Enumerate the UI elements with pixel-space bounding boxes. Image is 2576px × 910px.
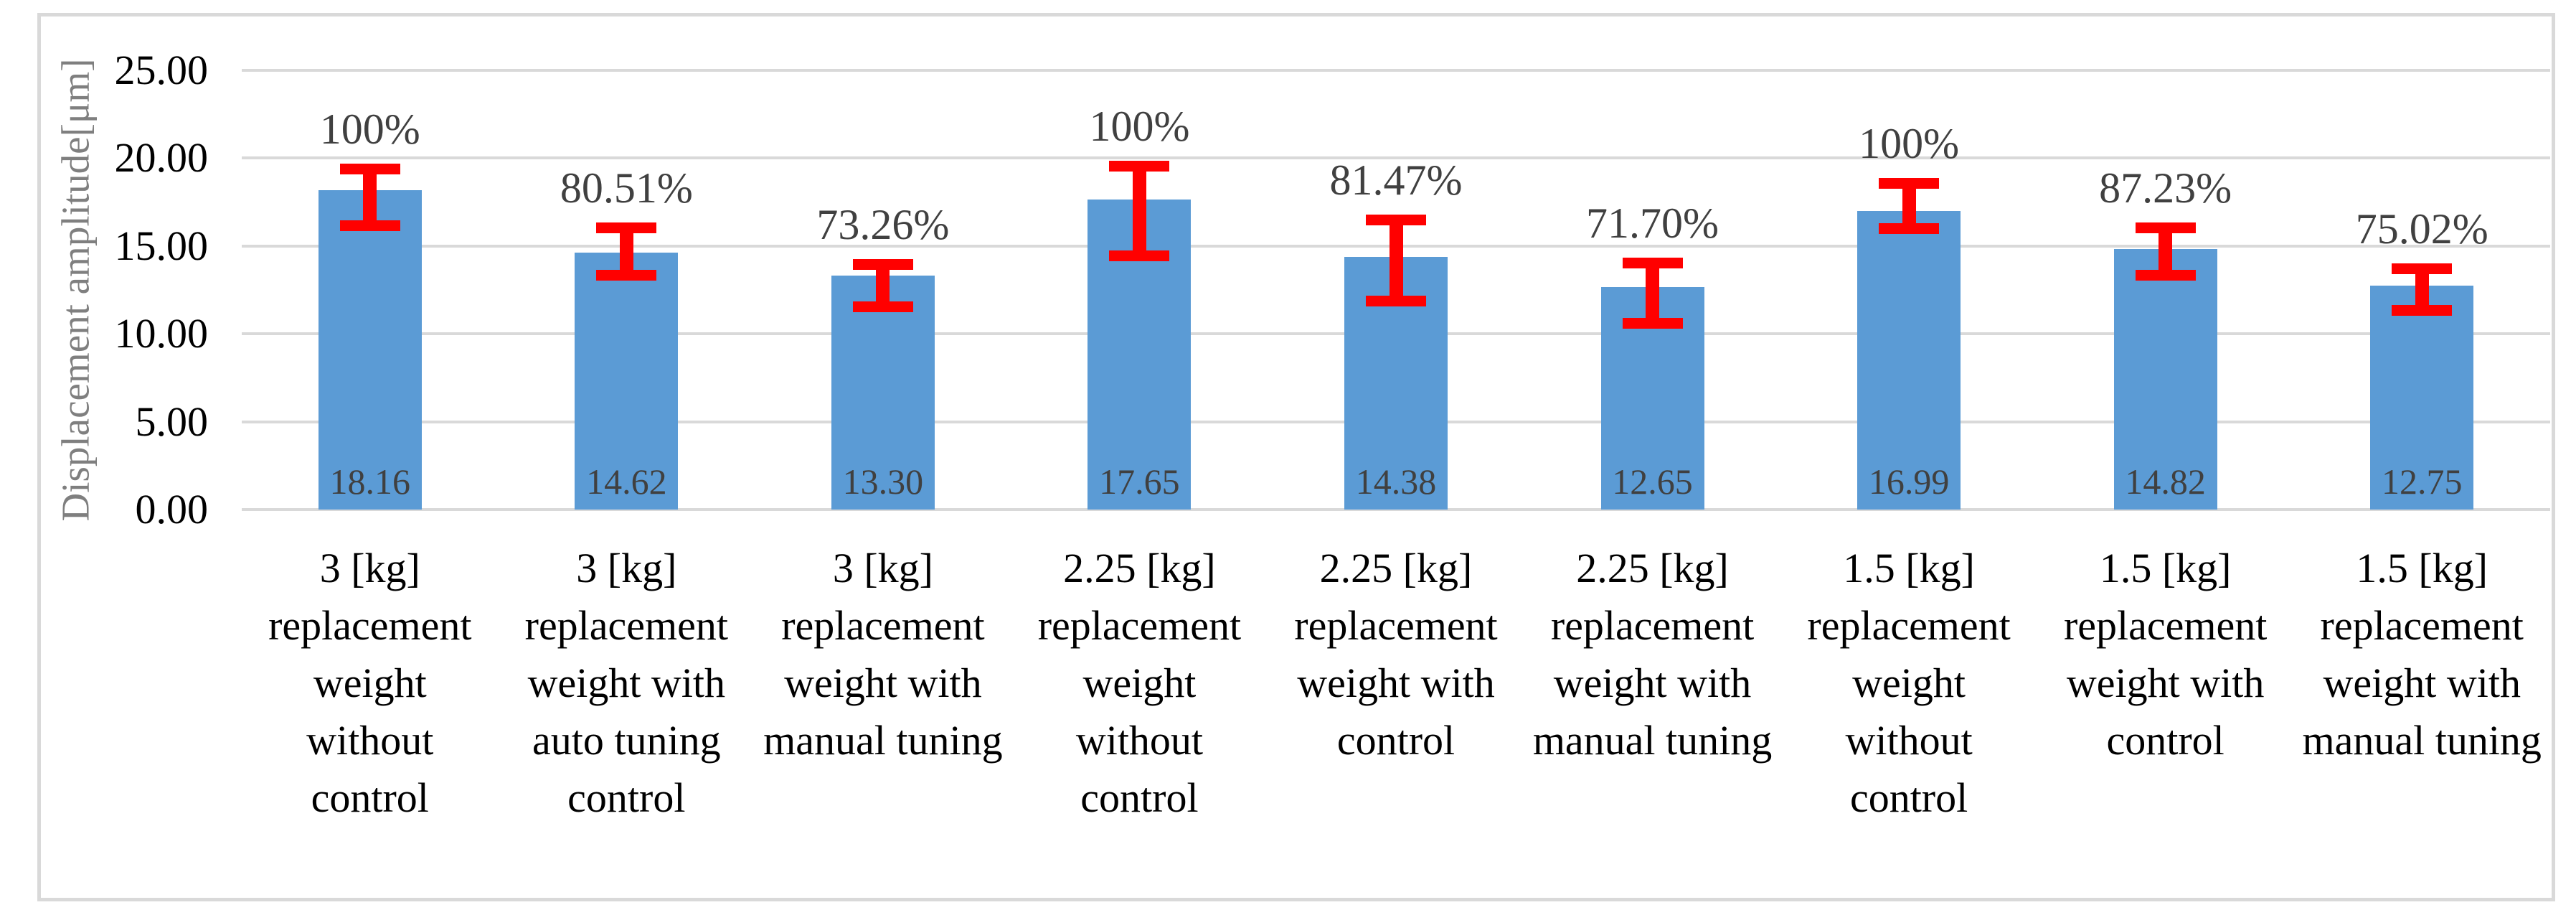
bar-value-label: 17.65 [1099,461,1180,502]
error-bar-line [1646,263,1660,324]
error-bar-line [2159,228,2173,276]
error-bar-bottom-cap [596,269,657,281]
error-bar-bottom-cap [2392,304,2453,316]
y-tick-label: 15.00 [114,222,209,269]
y-tick-label: 10.00 [114,310,209,357]
bar-percent-label: 100% [1859,120,1960,168]
bar-value-label: 16.99 [1868,461,1950,502]
category-label: 1.5 [kg] replacement weight with manual … [2302,545,2542,764]
bar [575,253,679,510]
category-label: 3 [kg] replacement weight without contro… [268,545,472,821]
error-bar-line [2415,268,2429,311]
error-bar-top-cap [1366,214,1426,225]
bar [1857,211,1961,510]
error-bar-top-cap [1879,178,1940,189]
bar-percent-label: 81.47% [1329,156,1463,204]
y-tick-label: 5.00 [135,398,209,445]
bar-value-label: 14.62 [586,461,667,502]
error-bar-top-cap [2135,222,2196,233]
y-tick-label: 0.00 [135,486,209,533]
bar-percent-label: 73.26% [816,201,950,248]
bar [318,190,422,510]
y-tick-label: 25.00 [114,47,209,93]
gridline [242,69,2550,72]
bar-percent-label: 100% [1089,102,1190,150]
bar [2370,285,2474,510]
category-label: 3 [kg] replacement weight with auto tuni… [524,545,728,821]
error-bar-bottom-cap [1366,296,1426,307]
error-bar-line [619,228,633,276]
error-bar-top-cap [596,222,657,233]
bar-percent-label: 71.70% [1586,199,1719,247]
bar-value-label: 14.38 [1355,461,1437,502]
bar-value-label: 12.75 [2381,461,2463,502]
category-label: 2.25 [kg] replacement weight without con… [1037,545,1242,821]
error-bar-bottom-cap [1622,318,1683,329]
error-bar-line [1389,220,1403,301]
error-bar-bottom-cap [2135,269,2196,281]
error-bar-bottom-cap [1109,250,1170,261]
bar-percent-label: 75.02% [2355,205,2488,253]
bar-percent-label: 80.51% [560,164,693,212]
category-label: 1.5 [kg] replacement weight with control [2063,545,2268,764]
error-bar-line [1132,166,1146,256]
bar-percent-label: 87.23% [2099,164,2232,212]
bar-value-label: 14.82 [2125,461,2206,502]
category-label: 3 [kg] replacement weight with manual tu… [763,545,1003,764]
category-label: 1.5 [kg] replacement weight without cont… [1807,545,2011,821]
category-label: 2.25 [kg] replacement weight with contro… [1294,545,1498,764]
error-bar-top-cap [1622,257,1683,268]
error-bar-bottom-cap [1879,222,1940,234]
bar-value-label: 13.30 [842,461,924,502]
error-bar-top-cap [852,259,913,270]
bar [831,276,935,510]
gridline [242,156,2550,160]
error-bar-top-cap [339,163,400,174]
error-bar-line [363,169,377,226]
error-bar-line [876,264,890,307]
category-label: 2.25 [kg] replacement weight with manual… [1532,545,1773,764]
bar [2113,249,2217,510]
bar-value-label: 18.16 [329,461,411,502]
error-bar-line [1902,183,1916,229]
gridline [242,508,2550,511]
error-bar-bottom-cap [339,220,400,232]
bar-percent-label: 100% [319,105,420,153]
error-bar-top-cap [2392,263,2453,275]
bar-value-label: 12.65 [1612,461,1693,502]
y-tick-label: 20.00 [114,134,209,182]
error-bar-bottom-cap [852,301,913,312]
error-bar-top-cap [1109,160,1170,172]
